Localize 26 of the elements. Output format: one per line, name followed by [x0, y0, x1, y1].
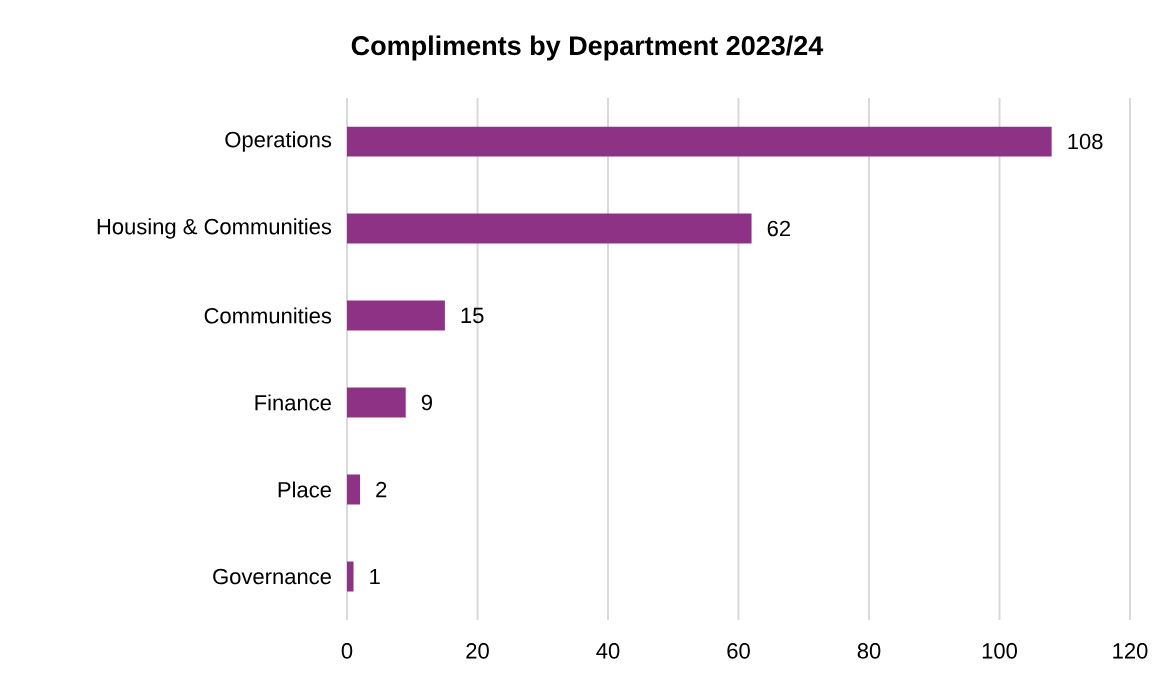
x-tick-label: 40	[596, 643, 620, 659]
y-tick-label: Communities	[204, 307, 332, 324]
bar	[347, 474, 361, 505]
bar	[347, 561, 354, 592]
y-tick-label: Finance	[255, 394, 331, 411]
data-label: 108	[1068, 133, 1103, 150]
data-label: 2	[376, 481, 387, 498]
x-tick-label: 60	[727, 643, 750, 659]
bar	[347, 213, 752, 244]
bar	[347, 387, 406, 418]
x-tick-label: 100	[982, 643, 1017, 659]
y-tick-label: Place	[278, 481, 331, 498]
bar	[347, 300, 445, 331]
bar	[347, 126, 1052, 157]
data-label: 15	[461, 307, 484, 324]
y-tick-label: Housing & Communities	[97, 218, 332, 239]
chart-title: Compliments by Department 2023/24	[351, 35, 824, 61]
y-tick-label: Governance	[213, 568, 331, 585]
x-tick-label: 120	[1113, 643, 1148, 659]
y-tick-label: Operations	[225, 131, 332, 152]
data-label: 1	[370, 568, 380, 585]
x-tick-label: 0	[341, 643, 353, 659]
data-label: 9	[421, 394, 432, 411]
x-tick-label: 80	[857, 643, 881, 659]
data-label: 62	[767, 220, 790, 237]
x-tick-label: 20	[466, 643, 489, 659]
